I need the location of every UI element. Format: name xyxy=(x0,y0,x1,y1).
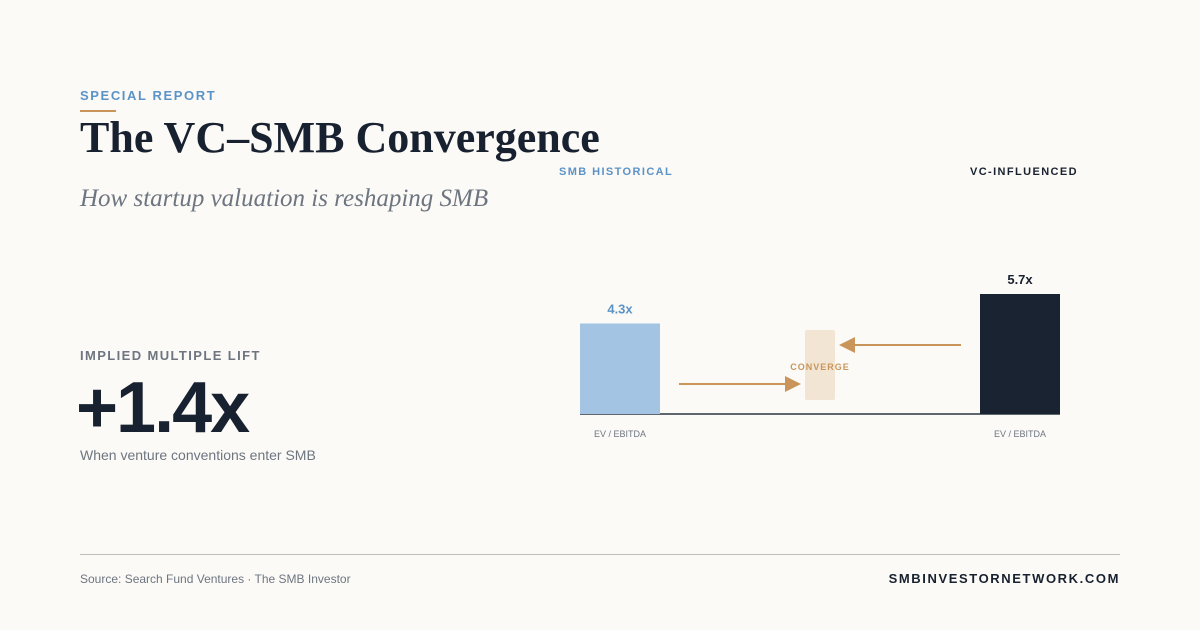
converge-label: CONVERGE xyxy=(790,362,850,372)
footer-rule xyxy=(80,554,1120,555)
eyebrow-rule xyxy=(80,110,116,112)
converge-band xyxy=(805,330,835,400)
source-note: Source: Search Fund Ventures · The SMB I… xyxy=(80,572,351,586)
stat-value: +1.4x xyxy=(76,368,250,448)
bar-value-label: 5.7x xyxy=(1007,272,1033,287)
stat-label: IMPLIED MULTIPLE LIFT xyxy=(80,348,261,363)
bar-axis-label: EV / EBITDA xyxy=(994,429,1046,439)
site-url[interactable]: SMBINVESTORNETWORK.COM xyxy=(888,571,1120,586)
subtitle: How startup valuation is reshaping SMB xyxy=(80,185,489,212)
stat-caption: When venture conventions enter SMB xyxy=(80,447,316,463)
category-label: SMB HISTORICAL xyxy=(559,166,673,178)
eyebrow: SPECIAL REPORT xyxy=(80,88,217,103)
page-title: The VC–SMB Convergence xyxy=(80,113,600,162)
bar-value-label: 4.3x xyxy=(607,301,633,316)
bar-1 xyxy=(580,323,660,414)
category-label: VC-INFLUENCED xyxy=(970,166,1078,178)
bar-2 xyxy=(980,294,1060,414)
bar-axis-label: EV / EBITDA xyxy=(594,429,646,439)
